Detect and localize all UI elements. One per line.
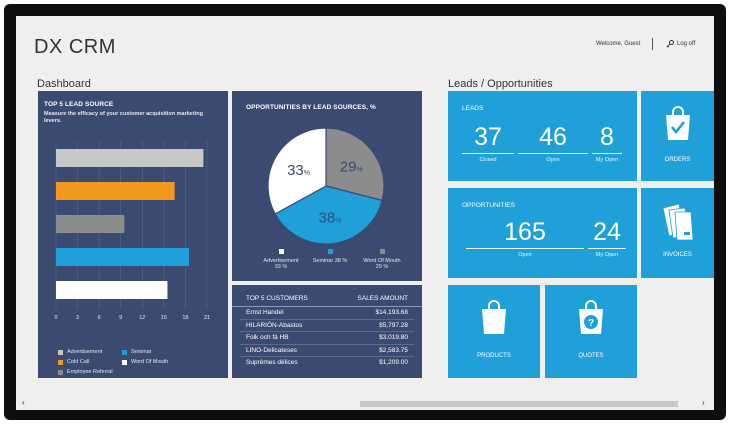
app-screen: DX CRM Welcome, Guest Log off Dashboard … [16, 16, 714, 410]
legend-seminar: Seminar [122, 349, 202, 355]
leads-tile[interactable]: LEADS 37 Closed 46 Open 8 My Open [448, 91, 637, 181]
divider [592, 153, 622, 154]
opportunities-open-label: Open [518, 252, 532, 258]
tick-label: 0 [54, 315, 57, 321]
lead-source-title: TOP 5 LEAD SOURCE [44, 101, 114, 108]
divider [462, 153, 514, 154]
leads-closed-label: Closed [479, 157, 497, 163]
legend-swatch [58, 359, 63, 365]
table-row[interactable]: Ernst Handel $14,193.68 [240, 307, 414, 320]
legend-word-of-mouth: Word Of Mouth [122, 359, 202, 365]
slice-word-of-mouth [325, 127, 385, 202]
pie-title: OPPORTUNITIES BY LEAD SOURCES, % [246, 104, 376, 111]
lead-source-panel[interactable]: TOP 5 LEAD SOURCE Measure the efficacy o… [38, 91, 228, 378]
legend-advertisement: Advertisement [58, 349, 122, 355]
divider [466, 248, 584, 249]
pie-legend-seminar: Seminar 38 % [308, 249, 352, 264]
bar-advertisement [56, 149, 204, 167]
invoices-icon [662, 203, 694, 241]
bar-seminar [56, 248, 190, 266]
products-tile[interactable]: PRODUCTS [448, 285, 540, 378]
orders-label: ORDERS [664, 157, 691, 163]
slice-seminar [274, 185, 383, 245]
slice-label: 33% [287, 162, 310, 179]
lead-source-subtitle: Measure the efficacy of your customer ac… [44, 111, 203, 124]
legend-cold-call: Cold Call [58, 359, 122, 365]
welcome-text: Welcome, Guest [596, 41, 641, 47]
products-label: PRODUCTS [477, 353, 511, 359]
key-icon [666, 40, 674, 48]
shopping-bag-question-icon: ? [579, 300, 603, 334]
customers-table: Ernst Handel $14,193.68 HILARIÓN-Abastos $… [232, 307, 422, 369]
table-row[interactable]: LINO-Delicateses $2,583.75 [240, 345, 414, 357]
shopping-bag-icon [482, 300, 506, 334]
tick-label: 21 [204, 315, 210, 321]
opportunities-my-open-value: 24 [593, 218, 621, 246]
header-divider [652, 38, 653, 50]
orders-tile[interactable]: ORDERS [641, 91, 714, 181]
leads-open-label: Open [546, 157, 560, 163]
leads-open-value: 46 [539, 123, 567, 151]
pie-legend-advertisement: Advertisement 33 % [258, 249, 304, 270]
divider [588, 248, 626, 249]
tick-label: 12 [139, 315, 145, 321]
table-row[interactable]: HILARIÓN-Abastos $5,797.28 [240, 320, 414, 332]
tick-label: 3 [76, 315, 79, 321]
tick-label: 15 [161, 315, 167, 321]
opportunities-title: OPPORTUNITIES [462, 202, 515, 209]
opportunities-my-open-label: My Open [595, 252, 619, 258]
invoices-label: INVOICES [663, 252, 692, 258]
slice-label: 38% [319, 210, 342, 227]
leads-my-open-value: 8 [600, 123, 614, 151]
scroll-right-arrow-icon[interactable]: › [702, 398, 705, 407]
invoices-tile[interactable]: INVOICES [641, 188, 714, 278]
quotes-label: QUOTES [578, 353, 604, 359]
scrollbar-thumb[interactable] [360, 401, 678, 407]
table-row[interactable]: Folk och fä HB $3,019.80 [240, 332, 414, 345]
leads-closed-value: 37 [474, 123, 502, 151]
leads-title: LEADS [462, 105, 484, 112]
leads-my-open-label: My Open [595, 157, 619, 163]
tick-label: 6 [98, 315, 101, 321]
legend-swatch [58, 369, 63, 375]
slice-advertisement [267, 127, 327, 215]
opportunities-pie-panel[interactable]: OPPORTUNITIES BY LEAD SOURCES, % 29% 38% 3… [232, 91, 422, 281]
bar-cold-call [56, 182, 175, 200]
slice-label: 29% [340, 158, 363, 175]
pie-chart: 29% 38% 33% [267, 127, 385, 245]
divider [518, 153, 588, 154]
bar-word-of-mouth [56, 281, 168, 299]
top-customers-panel[interactable]: TOP 5 CUSTOMERS SALES AMOUNT Ernst Hande… [232, 285, 422, 378]
legend-swatch [122, 359, 127, 365]
scroll-left-arrow-icon[interactable]: ‹ [22, 398, 25, 407]
tick-label: 9 [119, 315, 122, 321]
leads-opps-heading: Leads / Opportunities [448, 78, 553, 90]
app-title: DX CRM [34, 36, 116, 58]
logoff-label: Log off [677, 41, 696, 47]
quotes-tile[interactable]: ? QUOTES [545, 285, 637, 378]
customers-title: TOP 5 CUSTOMERS [246, 295, 308, 302]
tick-label: 18 [182, 315, 188, 321]
legend-employee-referral: Employee Referral [58, 369, 158, 375]
table-row[interactable]: Suprêmes délices $1,209.00 [246, 359, 408, 366]
customers-amount-header: SALES AMOUNT [357, 295, 408, 302]
dashboard-heading: Dashboard [37, 78, 91, 90]
logoff-link[interactable]: Log off [666, 40, 695, 48]
legend-swatch [58, 349, 63, 355]
lead-source-legend: Advertisement Seminar Cold Call Word Of … [58, 349, 238, 375]
pie-legend-word-of-mouth: Word Of Mouth 29 % [354, 249, 410, 270]
bar-employee-referral [56, 215, 125, 233]
lead-source-chart: 0 3 6 9 12 15 18 21 [54, 141, 210, 321]
svg-text:?: ? [588, 318, 594, 329]
shopping-bag-check-icon [666, 106, 690, 140]
opportunities-tile[interactable]: OPPORTUNITIES 165 Open 24 My Open [448, 188, 637, 278]
legend-swatch [122, 349, 127, 355]
opportunities-open-value: 165 [504, 218, 546, 246]
